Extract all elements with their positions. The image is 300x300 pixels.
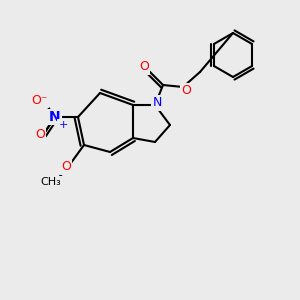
Text: O: O xyxy=(35,128,45,142)
Text: CH₃: CH₃ xyxy=(40,177,61,187)
Text: O: O xyxy=(181,85,191,98)
Text: N: N xyxy=(49,110,61,124)
Text: +: + xyxy=(58,120,68,130)
Text: O⁻: O⁻ xyxy=(31,94,47,106)
Text: N: N xyxy=(152,97,162,110)
Text: O: O xyxy=(61,160,71,173)
Text: O: O xyxy=(139,61,149,74)
